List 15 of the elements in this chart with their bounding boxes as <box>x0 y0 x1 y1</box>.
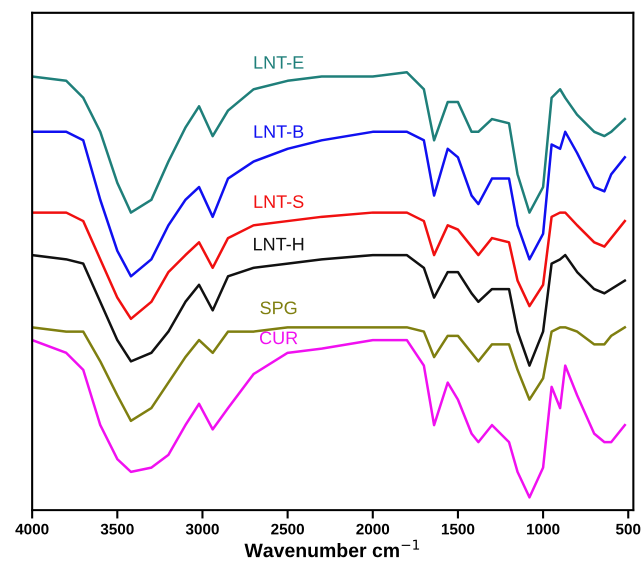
x-tick-label: 3000 <box>186 524 219 535</box>
x-tick-label: 1000 <box>527 524 560 535</box>
x-tick-label: 2000 <box>356 524 390 535</box>
series-label: LNT-B <box>254 125 304 138</box>
x-tick-label: 2500 <box>271 524 304 535</box>
x-tick-label: 4000 <box>15 524 49 535</box>
series-label: LNT-S <box>254 195 304 208</box>
series-label: LNT-H <box>254 238 304 250</box>
x-tick-label: 1500 <box>442 524 474 535</box>
series-label: CUR <box>260 331 298 344</box>
x-tick-label: 500 <box>616 524 640 535</box>
x-axis-title: Wavenumber cm$^{−1}$ <box>244 540 420 558</box>
series-label: LNT-E <box>254 56 304 69</box>
series-label: SPG <box>260 301 296 314</box>
x-tick-label: 3500 <box>100 524 134 535</box>
